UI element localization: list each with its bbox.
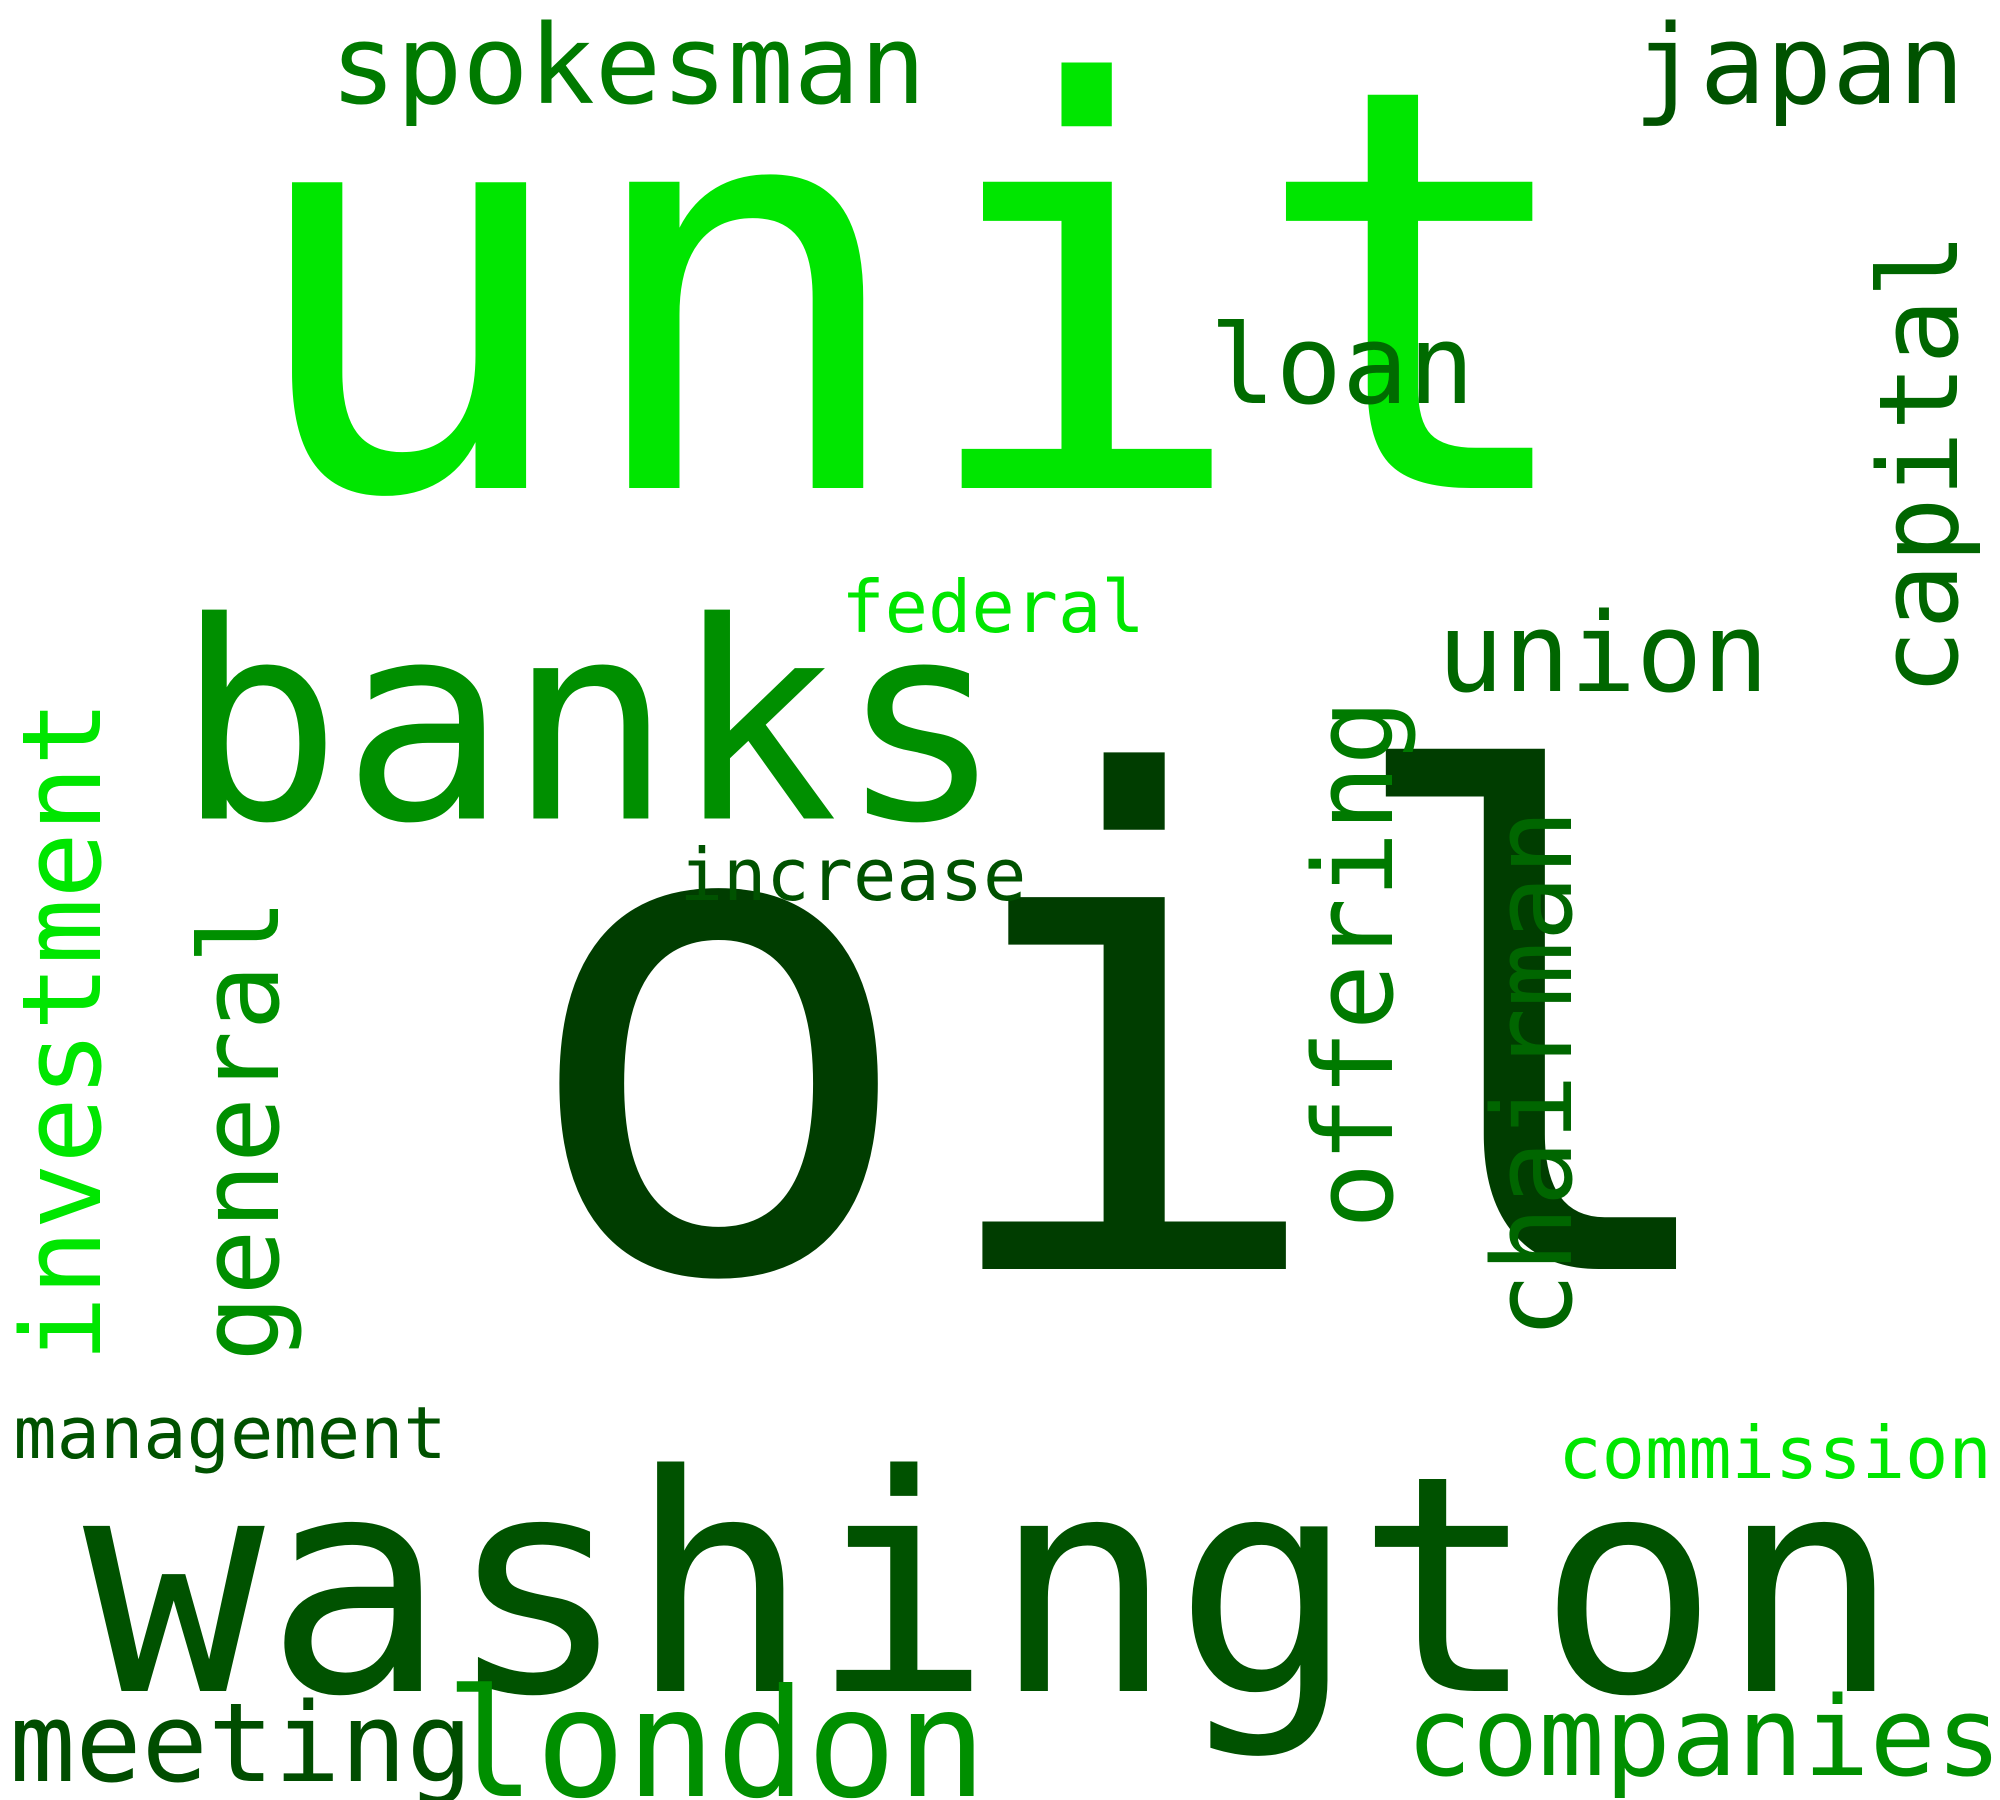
word-japan: japan (1633, 1, 1965, 129)
word-increase: increase (679, 833, 1027, 917)
word-union: union (1437, 589, 1769, 717)
word-investment: investment (0, 699, 126, 1363)
word-washington: washington (82, 1412, 1902, 1763)
word-companies: companies (1405, 1673, 2000, 1800)
word-london: london (445, 1658, 987, 1800)
word-commission: commission (1558, 1411, 1992, 1495)
word-spokesman: spokesman (329, 1, 927, 129)
word-federal: federal (841, 565, 1145, 649)
word-banks: banks (176, 563, 1004, 884)
word-oil: oil (513, 639, 1743, 1430)
word-general: general (176, 898, 304, 1362)
word-management: management (13, 1391, 447, 1475)
word-loan: loan (1209, 301, 1475, 429)
word-offering: offering (1290, 699, 1418, 1229)
word-chairman: chairman (1469, 809, 1597, 1339)
word-capital: capital (1855, 232, 1983, 696)
word-unit: unit (238, 0, 1588, 621)
word-meeting: meeting (9, 1679, 473, 1800)
